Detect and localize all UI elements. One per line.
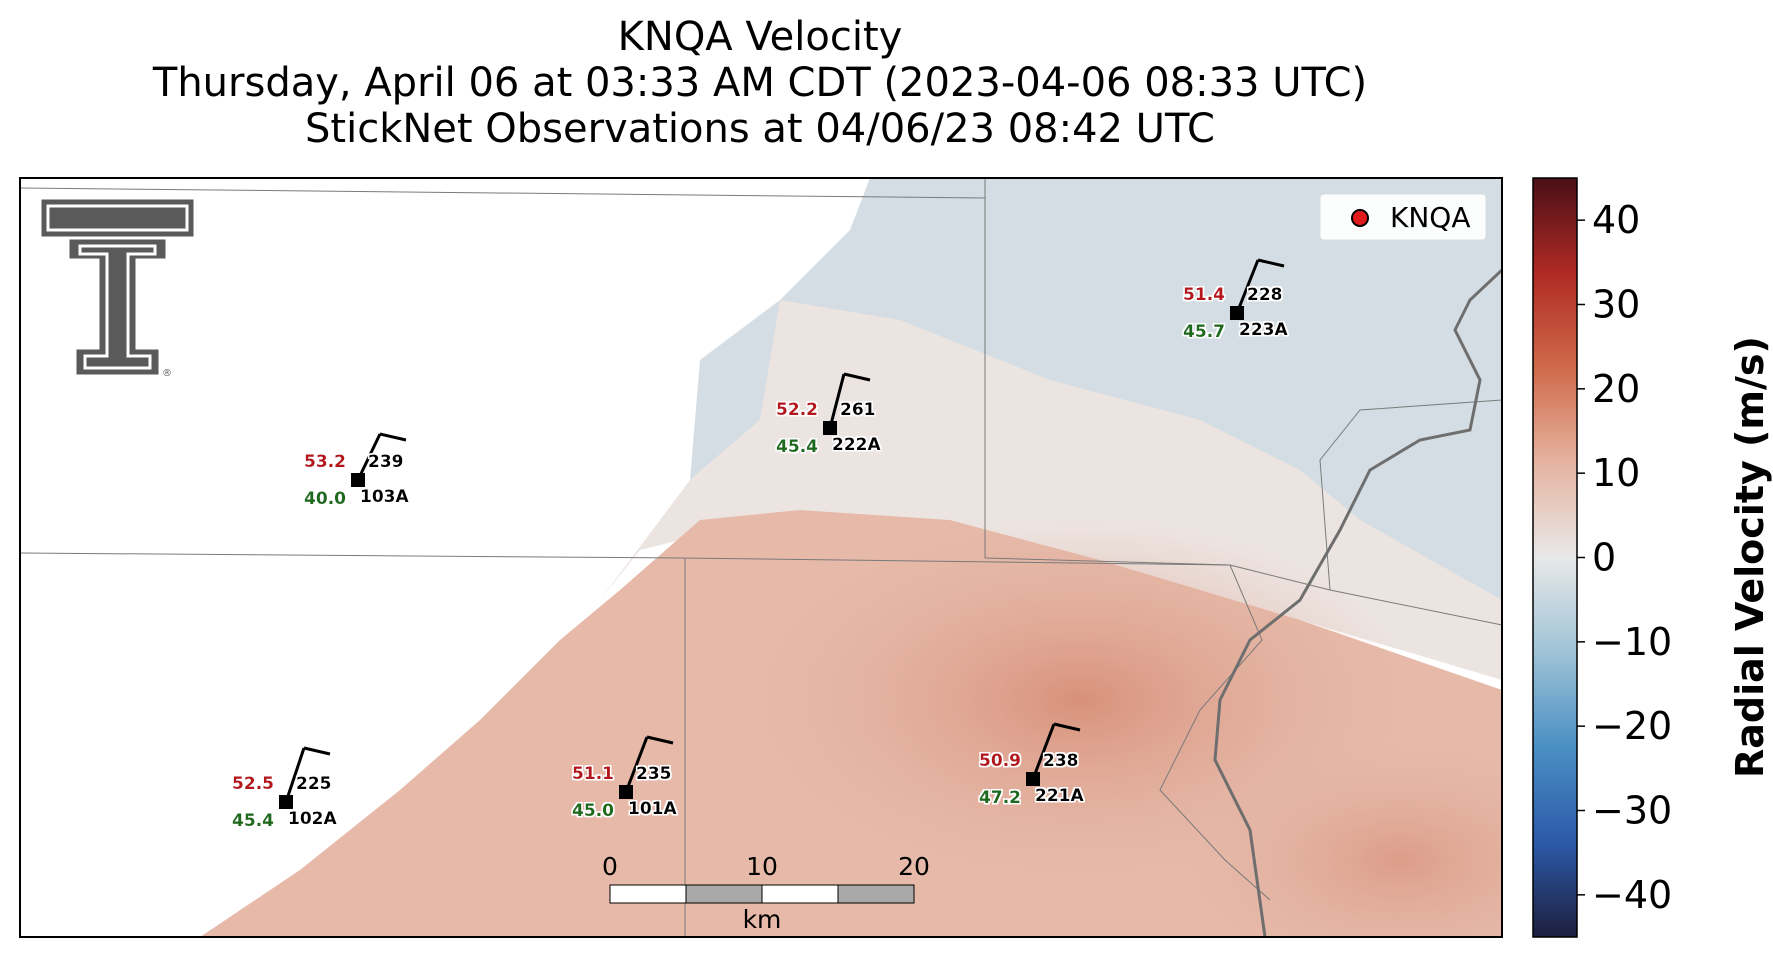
station-dewpoint: 47.2 (979, 788, 1021, 808)
station-marker-icon (1026, 772, 1040, 786)
station-102A: 52.5 225 45.4 102A (232, 746, 337, 831)
station-marker-icon (279, 795, 293, 809)
station-marker-icon (351, 473, 365, 487)
station-223A: 51.4 228 45.7 223A (1183, 258, 1288, 342)
colorbar-tick-label: 30 (1592, 283, 1640, 327)
station-marker-icon (1230, 306, 1244, 320)
station-direction: 261 (840, 400, 876, 420)
tt-logo-icon: ® (38, 196, 197, 379)
station-101A: 51.1 235 45.0 101A (572, 735, 677, 821)
scale-tick-10: 10 (746, 852, 778, 881)
colorbar-gradient (1532, 177, 1578, 938)
sticknet-stations: 53.2 239 40.0 103A 52.2 261 45.4 222A 51.4 228 45.… (232, 258, 1288, 831)
velocity-maximum-2 (1180, 740, 1502, 937)
radar-field (200, 178, 1502, 937)
wind-barb-staff-icon (284, 747, 306, 803)
station-103A: 53.2 239 40.0 103A (304, 432, 409, 509)
colorbar-tick-label: 40 (1592, 198, 1640, 242)
wind-barb-flag-icon (379, 432, 407, 442)
station-id: 101A (628, 799, 677, 819)
wind-barb-staff-icon (356, 433, 382, 481)
wind-barb-staff-icon (1235, 259, 1260, 314)
station-id: 103A (360, 487, 409, 507)
logo-registered-mark: ® (162, 368, 172, 379)
colorbar-tick-label: −20 (1592, 704, 1672, 748)
station-id: 102A (288, 809, 337, 829)
station-speed: 51.4 (1183, 285, 1225, 305)
radar-site-marker-icon (1351, 209, 1369, 227)
scale-unit: km (743, 905, 782, 934)
wind-barb-flag-icon (303, 746, 331, 756)
wind-barb-flag-icon (843, 372, 871, 382)
station-direction: 225 (296, 774, 332, 794)
station-id: 221A (1035, 786, 1084, 806)
title-line-3: StickNet Observations at 04/06/23 08:42 … (305, 106, 1215, 152)
station-speed: 53.2 (304, 452, 346, 472)
station-marker-icon (619, 785, 633, 799)
wind-barb-flag-icon (1257, 258, 1285, 268)
wind-barb-flag-icon (646, 735, 674, 745)
scale-tick-0: 0 (602, 852, 618, 881)
station-dewpoint: 45.4 (776, 437, 818, 457)
wind-barb-staff-icon (624, 736, 649, 793)
map-border (19, 177, 1503, 938)
map-title: KNQA Velocity Thursday, April 06 at 03:3… (0, 14, 1520, 152)
colorbar-label: Radial Velocity (m/s) (1728, 336, 1772, 778)
station-marker-icon (823, 421, 837, 435)
station-speed: 51.1 (572, 764, 614, 784)
station-dewpoint: 45.4 (232, 811, 274, 831)
colorbar-tick-label: −40 (1592, 873, 1672, 917)
state-border (1213, 268, 1502, 937)
colorbar-tick-label: −10 (1592, 620, 1672, 664)
station-dewpoint: 40.0 (304, 489, 346, 509)
station-direction: 228 (1247, 285, 1283, 305)
title-line-2: Thursday, April 06 at 03:33 AM CDT (2023… (152, 60, 1368, 106)
colorbar-tick-label: 0 (1592, 536, 1616, 580)
station-direction: 239 (368, 452, 404, 472)
scale-bar: 0 10 20 km (602, 852, 930, 934)
station-speed: 52.2 (776, 400, 818, 420)
wind-barb-staff-icon (1031, 723, 1056, 780)
colorbar-tick-label: −30 (1592, 789, 1672, 833)
station-speed: 50.9 (979, 751, 1021, 771)
county-lines (20, 178, 1502, 937)
station-speed: 52.5 (232, 774, 274, 794)
scale-tick-20: 20 (898, 852, 930, 881)
title-line-1: KNQA Velocity (617, 14, 903, 60)
colorbar-tick-label: 20 (1592, 367, 1640, 411)
station-direction: 238 (1043, 751, 1079, 771)
colorbar-tick-label: 10 (1592, 451, 1640, 495)
map-legend: KNQA (1319, 193, 1487, 241)
station-dewpoint: 45.0 (572, 801, 614, 821)
legend-label: KNQA (1390, 201, 1471, 234)
station-id: 222A (832, 435, 881, 455)
wind-barb-staff-icon (828, 373, 846, 429)
station-221A: 50.9 238 47.2 221A (979, 722, 1084, 808)
station-dewpoint: 45.7 (1183, 322, 1225, 342)
station-id: 223A (1239, 320, 1288, 340)
station-direction: 235 (636, 764, 672, 784)
colorbar: 40 30 20 10 0 −10 −20 −30 −40 (1532, 177, 1672, 938)
station-222A: 52.2 261 45.4 222A (776, 372, 881, 457)
wind-barb-flag-icon (1053, 722, 1081, 732)
